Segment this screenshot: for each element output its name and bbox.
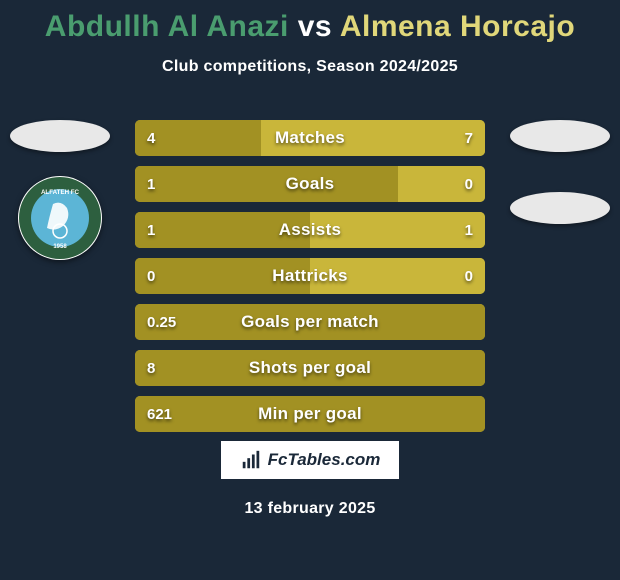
stat-row: 11Assists	[135, 212, 485, 248]
stat-row: 10Goals	[135, 166, 485, 202]
stat-label: Hattricks	[135, 258, 485, 294]
stat-row: 621Min per goal	[135, 396, 485, 432]
stat-label: Assists	[135, 212, 485, 248]
stat-label: Goals	[135, 166, 485, 202]
vs-text: vs	[289, 10, 340, 43]
stat-row: 8Shots per goal	[135, 350, 485, 386]
stat-row: 47Matches	[135, 120, 485, 156]
stat-label: Shots per goal	[135, 350, 485, 386]
watermark-text: FcTables.com	[268, 450, 381, 470]
stat-label: Min per goal	[135, 396, 485, 432]
player2-club-placeholder	[510, 192, 610, 224]
svg-text:ALFATEH FC: ALFATEH FC	[41, 189, 80, 196]
player2-name: Almena Horcajo	[340, 10, 575, 43]
left-placeholders: ALFATEH FC 1958	[5, 120, 115, 260]
stat-label: Goals per match	[135, 304, 485, 340]
stat-label: Matches	[135, 120, 485, 156]
player2-photo-placeholder	[510, 120, 610, 152]
stat-row: 00Hattricks	[135, 258, 485, 294]
svg-text:1958: 1958	[53, 244, 67, 250]
player1-photo-placeholder	[10, 120, 110, 152]
subtitle: Club competitions, Season 2024/2025	[0, 58, 620, 76]
comparison-title: Abdullh Al Anazi vs Almena Horcajo	[0, 0, 620, 44]
player1-name: Abdullh Al Anazi	[45, 10, 289, 43]
right-placeholders	[505, 120, 615, 224]
comparison-bars: 47Matches 10Goals 11Assists 00Hattricks 0.25…	[135, 120, 485, 442]
chart-icon	[240, 449, 262, 471]
club-logo: ALFATEH FC 1958	[18, 176, 102, 260]
watermark: FcTables.com	[220, 440, 400, 480]
stat-row: 0.25Goals per match	[135, 304, 485, 340]
date: 13 february 2025	[0, 500, 620, 518]
